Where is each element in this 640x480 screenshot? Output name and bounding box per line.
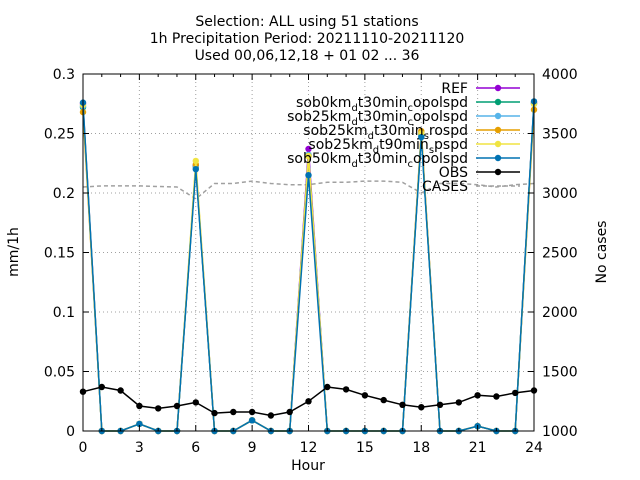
y2-tick-label: 1500 (542, 365, 578, 381)
legend-entry: OBS (439, 165, 520, 181)
y-tick-label: 0.05 (44, 365, 75, 381)
legend-entry: REF (441, 81, 520, 97)
data-point-obs (418, 404, 425, 411)
data-point-obs (192, 399, 199, 406)
title-line-1: Selection: ALL using 51 stations (195, 14, 418, 30)
y2-tick-label: 3000 (542, 186, 578, 202)
data-point-obs (493, 393, 500, 400)
y2-axis-label: No cases (594, 221, 610, 284)
y2-tick-label: 3500 (542, 127, 578, 143)
legend-label: sob25kmdt30mincopolspd (287, 109, 468, 128)
data-point-obs (399, 401, 406, 408)
data-point-obs (436, 401, 444, 408)
data-point-obs (248, 408, 256, 416)
data-point-obs (342, 386, 350, 393)
y-tick-label: 0 (66, 424, 75, 440)
axis-ticks: 0 3 6 9 12 15 18 21 24 0 0.05 0.1 0.15 0.2 0.25 0.3 1000… (44, 67, 578, 456)
data-point-obs (117, 387, 124, 394)
chart-title: Selection: ALL using 51 stations 1h Prec… (150, 14, 465, 64)
data-point-sob50km-dt30min-c-opolspd (418, 133, 425, 141)
data-point-obs (286, 408, 293, 416)
x-tick-label: 6 (191, 440, 200, 456)
y-axis-label: mm/1h (6, 227, 22, 277)
legend-label: OBS (439, 165, 468, 181)
x-tick-label: 15 (356, 440, 374, 456)
legend-entry: sob0kmdt30mincopolspd (296, 95, 520, 114)
data-point-obs (155, 405, 162, 412)
data-point-sob25km-dt90min-s-pspd (192, 157, 199, 165)
legend-entry: sob25kmdt90minspspd (308, 137, 520, 156)
data-point-obs (474, 392, 481, 399)
x-tick-label: 9 (248, 440, 257, 456)
legend: REFsob0kmdt30mincopolspdsob25kmdt30minco… (287, 81, 520, 195)
title-line-3: Used 00,06,12,18 + 01 02 ... 36 (195, 48, 420, 64)
legend-swatch-marker (494, 112, 502, 120)
x-tick-label: 0 (79, 440, 88, 456)
data-point-obs (136, 402, 143, 410)
x-tick-label: 12 (300, 440, 318, 456)
data-point-sob50km-dt30min-c-opolspd (305, 172, 312, 179)
legend-swatch-marker (494, 84, 502, 92)
y-tick-label: 0.2 (53, 186, 75, 202)
data-point-ref (305, 145, 312, 153)
y-tick-label: 0.25 (44, 127, 75, 143)
data-point-obs (230, 408, 237, 416)
legend-entry: sob25kmdt30minsrospd (303, 123, 520, 142)
legend-entry: sob25kmdt30mincopolspd (287, 109, 520, 128)
title-line-2: 1h Precipitation Period: 20211110-202111… (150, 31, 465, 47)
y2-tick-label: 2000 (542, 305, 578, 321)
legend-swatch-marker (494, 126, 502, 134)
y2-tick-label: 1000 (542, 424, 578, 440)
data-point-sob50km-dt30min-c-opolspd (192, 166, 199, 173)
legend-entry: sob50kmdt30mincopolspd (287, 151, 520, 170)
legend-label: REF (441, 81, 468, 97)
x-axis-label: Hour (291, 458, 325, 474)
data-point-obs (380, 396, 387, 404)
data-point-obs (512, 389, 519, 397)
series-obs (79, 383, 538, 419)
data-point-obs (173, 402, 181, 410)
legend-label: sob25kmdt90minspspd (308, 137, 468, 156)
legend-swatch-marker (494, 98, 502, 106)
y2-tick-label: 2500 (542, 246, 578, 262)
data-point-sob50km-dt30min-c-opolspd (248, 417, 256, 424)
data-point-sob25km-dt90min-s-pspd (305, 152, 312, 160)
data-point-obs (267, 412, 275, 419)
x-tick-label: 24 (525, 440, 543, 456)
y-tick-label: 0.3 (53, 67, 75, 83)
x-tick-label: 21 (469, 440, 487, 456)
legend-swatch-marker (494, 140, 502, 148)
data-point-sob50km-dt30min-c-opolspd (136, 420, 143, 428)
y-tick-label: 0.1 (53, 305, 75, 321)
legend-label: sob0kmdt30mincopolspd (296, 95, 468, 114)
data-point-obs (211, 409, 218, 417)
data-point-obs (305, 398, 312, 405)
y2-tick-label: 4000 (542, 67, 578, 83)
data-point-obs (455, 399, 462, 406)
legend-label: CASES (422, 179, 468, 195)
legend-label: sob25kmdt30minsrospd (303, 123, 468, 142)
legend-swatch-marker (494, 168, 502, 176)
data-point-obs (98, 383, 106, 391)
data-point-obs (324, 383, 331, 391)
legend-label: sob50kmdt30mincopolspd (287, 151, 468, 170)
legend-entry: CASES (422, 179, 520, 195)
legend-swatch-marker (494, 154, 502, 162)
x-tick-label: 3 (135, 440, 144, 456)
x-tick-label: 18 (412, 440, 430, 456)
data-point-obs (361, 392, 369, 399)
y-tick-label: 0.15 (44, 246, 75, 262)
